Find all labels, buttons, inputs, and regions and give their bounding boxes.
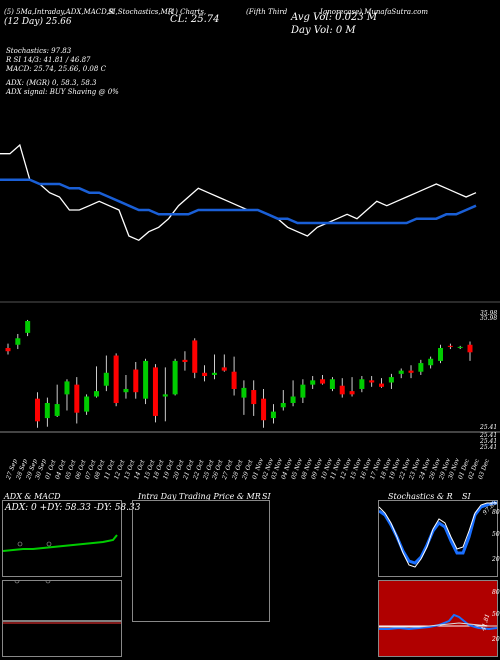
candle-body <box>74 384 80 413</box>
candle-body <box>152 367 158 416</box>
rsi-line-blue <box>379 613 497 631</box>
candle-body <box>44 402 50 419</box>
candle-body <box>428 358 434 366</box>
day-volume: Day Vol: 0 M <box>291 25 356 36</box>
candle-body <box>359 379 365 389</box>
candle-body <box>280 402 286 408</box>
candle-body <box>339 385 345 395</box>
rsi-tick-80: 80 <box>492 589 500 596</box>
header-title-2: SI,Stochastics,MR <box>108 8 174 16</box>
candle-body <box>447 345 453 347</box>
candle-body <box>15 338 21 345</box>
price-axis-top: 35.98 <box>480 310 498 317</box>
candle-body <box>93 391 99 397</box>
stoch-tick-50: 50 <box>492 531 500 538</box>
price-axis-bottom-3: 25.41 <box>480 438 498 445</box>
adx-signal-readout: ADX signal: BUY Shaving @ 0% <box>6 88 119 96</box>
adx-panel-values: ADX: 0 +DY: 58.33 -DY: 58.33 <box>5 503 141 513</box>
candle-body <box>5 347 11 352</box>
indicator-line-white <box>0 143 477 242</box>
candle-body <box>64 381 70 395</box>
candle-body <box>231 371 237 389</box>
header-title-1: (5) 5Ma,Intraday,ADX,MACD,R <box>4 8 114 16</box>
stochastics-readout: Stochastics: 97.83 <box>6 47 72 55</box>
stoch-tick-80: 80 <box>492 509 500 516</box>
rsi-readout: R SI 14/3: 41.81 / 46.87 <box>6 56 91 64</box>
candle-body <box>113 355 119 403</box>
marker-a <box>17 541 52 547</box>
rsi-value-label: 41.81 <box>480 613 491 632</box>
adx-panel-title: ADX & MACD <box>4 492 61 501</box>
candle-body <box>310 380 316 385</box>
candle-body <box>320 379 326 384</box>
candle-body <box>103 372 109 386</box>
stoch-panel: 97.83 80 50 20 <box>378 500 500 577</box>
stoch-panel-title: Stochastics & R <box>388 492 453 501</box>
candle-body <box>162 394 168 397</box>
rsi-tick-20: 20 <box>492 636 500 643</box>
stoch-line-white <box>379 502 497 568</box>
rsi-panel: 41.81 80 50 20 <box>378 580 500 657</box>
intraday-panel-si: SI <box>262 492 271 501</box>
price-axis-bottom-1: 25.41 <box>480 424 498 431</box>
stoch-panel-si: SI <box>462 492 471 501</box>
candle-body <box>123 388 129 393</box>
candle-body <box>329 379 335 389</box>
close-value: CL: 25.74 <box>170 14 220 25</box>
candle-body <box>388 377 394 383</box>
adx-panel-chart <box>3 534 118 552</box>
rsi-chart: 41.81 <box>379 581 497 656</box>
candle-body <box>369 380 375 383</box>
macd-panel <box>2 580 122 657</box>
daily-value: (12 Day) 25.66 <box>4 17 72 27</box>
adx-panel: ADX: 0 +DY: 58.33 -DY: 58.33 <box>2 500 140 577</box>
candle-body <box>349 391 355 395</box>
price-axis-top-2: 35.98 <box>480 315 498 322</box>
candle-body <box>143 360 149 399</box>
candle-body <box>192 340 198 373</box>
intraday-panel-title: Intra Day Trading Price & MR <box>138 492 261 501</box>
intraday-panel <box>132 500 270 622</box>
candle-body <box>25 321 31 333</box>
header-title-4: (Fifth Third <box>246 8 288 16</box>
candle-body <box>251 390 257 405</box>
candle-body <box>457 346 463 348</box>
macd-panel-chart <box>3 581 121 624</box>
candle-body <box>467 344 473 353</box>
candle-body <box>408 370 414 373</box>
macd-readout: MACD: 25.74, 25.66, 0.08 C <box>6 65 106 73</box>
candle-body <box>172 360 178 395</box>
header-title-5: Ignorecase) MunafaSutra.com <box>320 8 428 16</box>
plus-dy-line <box>3 534 118 552</box>
indicator-line-blue <box>0 178 477 225</box>
avg-volume: Avg Vol: 0.023 M <box>291 12 378 23</box>
candle-body <box>270 411 276 419</box>
rsi-line-white <box>379 622 497 628</box>
candle-body <box>54 404 60 416</box>
candle-body <box>182 359 188 363</box>
candle-body <box>241 387 247 398</box>
candle-body <box>211 372 217 375</box>
candle-body <box>438 347 444 361</box>
candle-body <box>133 369 139 393</box>
candle-body <box>379 383 385 387</box>
price-axis-bottom-2: 25.41 <box>480 432 498 439</box>
macd-markers <box>14 581 51 584</box>
rsi-tick-50: 50 <box>492 611 500 618</box>
candle-body <box>221 367 227 371</box>
header-title-3: (1) Charts, <box>168 8 207 16</box>
candle-body <box>418 363 424 372</box>
candle-body <box>261 398 267 421</box>
stoch-chart: 97.83 <box>379 501 497 576</box>
candle-body <box>300 384 306 398</box>
price-axis-bottom-4: 25.41 <box>480 444 498 451</box>
candle-body <box>398 370 404 374</box>
stoch-tick-20: 20 <box>492 556 500 563</box>
candle-body <box>290 396 296 403</box>
candle-body <box>202 372 208 377</box>
candle-body <box>34 398 40 422</box>
adx-readout: ADX: (MGR) 0, 58.3, 58.3 <box>6 79 97 87</box>
candle-body <box>84 396 90 412</box>
